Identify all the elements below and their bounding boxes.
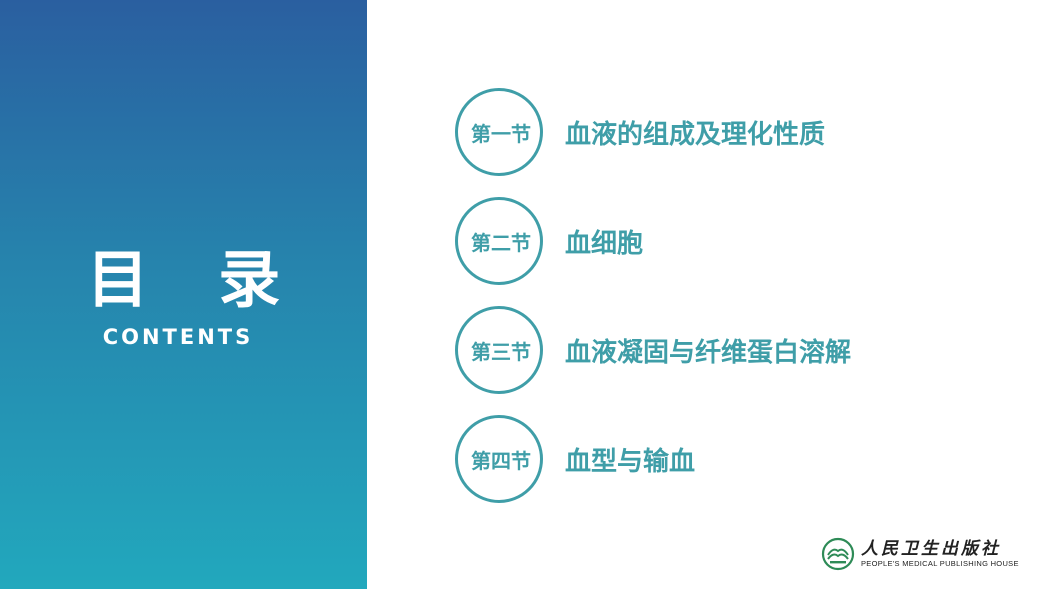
publisher-name-en: PEOPLE'S MEDICAL PUBLISHING HOUSE	[861, 559, 1019, 568]
toc-number: 第四节	[471, 448, 531, 473]
page-subtitle: CONTENTS	[102, 325, 254, 349]
title-panel: 目 录 CONTENTS	[0, 0, 367, 589]
page-title: 目 录	[86, 243, 305, 316]
publisher-name-cn: 人民卫生出版社	[861, 539, 1001, 559]
toc-number: 第二节	[471, 230, 531, 255]
publisher-logo-icon	[821, 537, 855, 571]
toc-number: 第一节	[471, 121, 531, 146]
toc-item-2[interactable]: 第二节 血细胞	[455, 197, 643, 285]
toc-number-circle: 第一节	[455, 88, 543, 176]
toc-title: 血液凝固与纤维蛋白溶解	[565, 337, 852, 368]
toc-number-circle: 第三节	[455, 306, 543, 394]
toc-number-circle: 第二节	[455, 197, 543, 285]
toc-title: 血液的组成及理化性质	[565, 119, 826, 150]
publisher-logo: 人民卫生出版社 PEOPLE'S MEDICAL PUBLISHING HOUS…	[821, 537, 1019, 571]
publisher-name: 人民卫生出版社 PEOPLE'S MEDICAL PUBLISHING HOUS…	[861, 539, 1019, 569]
toc-number: 第三节	[471, 339, 531, 364]
toc-item-4[interactable]: 第四节 血型与输血	[455, 415, 695, 503]
toc-number-circle: 第四节	[455, 415, 543, 503]
toc-title: 血细胞	[565, 228, 644, 259]
toc-item-3[interactable]: 第三节 血液凝固与纤维蛋白溶解	[455, 306, 851, 394]
toc-title: 血型与输血	[565, 446, 696, 477]
toc-item-1[interactable]: 第一节 血液的组成及理化性质	[455, 88, 825, 176]
